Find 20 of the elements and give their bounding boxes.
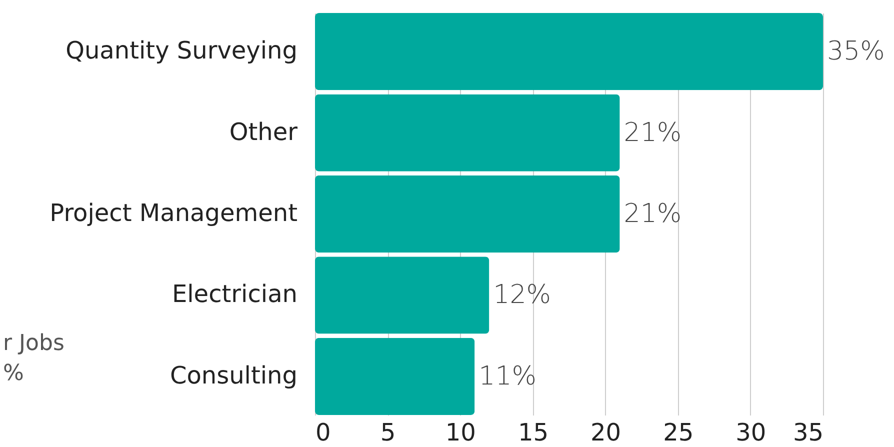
x-tick-label: 35 [792,418,824,446]
x-tick-label: 25 [663,418,694,446]
text: % [3,361,24,386]
data-label: 11% [478,361,536,392]
data-label: 35% [827,36,885,67]
x-tick-label: 10 [445,418,476,446]
x-tick-label: 0 [316,418,331,446]
data-label: 12% [493,280,551,310]
data-label: 21% [624,199,682,229]
x-tick-label: 15 [518,418,548,446]
y-tick-label: Other [229,118,298,146]
x-tick-label: 5 [380,418,396,446]
y-tick-label: Electrician [172,280,298,308]
text: r Jobs [3,331,64,356]
y-tick-label: Quantity Surveying [66,36,298,65]
x-tick-label: 20 [590,418,622,446]
y-tick-label: Consulting [170,361,298,390]
data-label: 21% [624,118,682,148]
y-tick-label: Project Management [50,199,298,227]
x-tick-label: 30 [736,418,766,446]
